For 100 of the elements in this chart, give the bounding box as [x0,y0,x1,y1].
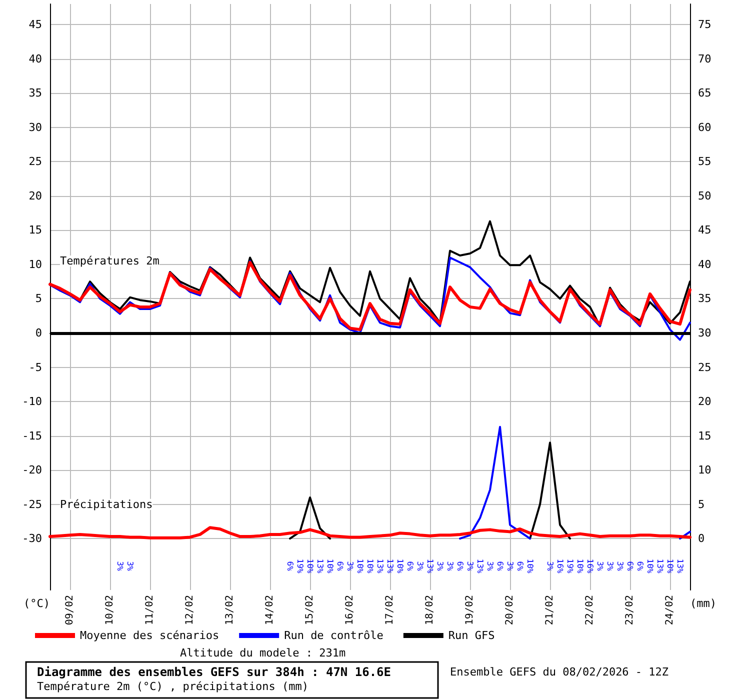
annotation: Précipitations [60,498,153,511]
y-tick-label: 15 [28,224,42,237]
y2-tick-label: 40 [698,258,712,271]
x-tick-label: 15/02 [304,595,316,626]
x-tick-label: 16/02 [344,595,356,626]
y-tick-label: -25 [22,498,42,511]
x-tick-label: 20/02 [504,595,516,626]
annotation: 10% [666,558,674,574]
annotation: 10% [396,558,404,574]
annotation: 3% [436,561,444,572]
y2-tick-label: 5 [698,498,705,511]
y-tick-label: -5 [28,360,42,374]
y-tick-label: -30 [22,532,42,546]
annotation: 3% [446,561,454,572]
y2-tick-label: 35 [698,292,712,306]
y-tick-label: 40 [28,52,42,66]
y2-tick-label: 20 [698,395,712,408]
x-tick-label: 10/02 [104,595,116,626]
annotation: 6% [456,561,464,572]
annotation: 6% [636,561,644,572]
line-series [48,526,692,540]
text: Diagramme des ensembles GEFS sur 384h : 47N 16.6E [37,665,392,679]
annotation: 10% [646,558,654,574]
annotation: 13% [426,558,434,574]
annotation: 19% [296,558,304,574]
x-tick-label: 23/02 [624,595,636,626]
y2-tick-label: 25 [698,360,712,374]
annotation: 10% [326,558,334,574]
annotation: 3% [416,561,424,572]
x-tick-label: 12/02 [184,595,196,626]
y-axis-title: (°C) [24,597,50,610]
text: Ensemble GEFS du 08/02/2026 - 12Z [450,666,669,678]
x-tick-label: 21/02 [544,595,556,626]
annotation: 19% [566,558,574,574]
annotation: 6% [336,561,344,572]
y2-tick-label: 15 [698,429,712,442]
y-tick-label: -20 [22,464,42,477]
text: Température 2m (°C) , précipitations (mm) [37,680,309,693]
y2-tick-label: 75 [698,18,712,32]
x-tick-label: 09/02 [64,595,76,626]
annotation: 6% [516,561,524,572]
y2-tick-label: 60 [698,120,712,134]
annotation: 6% [496,561,504,572]
annotation: 3% [466,561,474,572]
y2-tick-label: 10 [698,464,712,477]
annotation: 6% [406,561,414,572]
x-tick-label: 18/02 [424,595,436,626]
annotation: 6% [626,561,634,572]
annotation: 13% [376,558,384,574]
y2-tick-label: 55 [698,155,712,168]
annotation: 3% [126,561,134,572]
annotation: 13% [476,558,484,574]
x-tick-label: 24/02 [664,595,676,626]
annotation: 10% [576,558,584,574]
annotation: 3% [486,561,494,572]
y-tick-label: 10 [28,258,42,271]
annotation: 16% [556,558,564,574]
annotation: 10% [526,558,534,574]
y-tick-label: 45 [28,18,42,32]
y2-tick-label: 30 [698,326,712,340]
legend-label: Moyenne des scénarios [80,629,220,642]
x-tick-label: 19/02 [464,595,476,626]
annotation: 10% [306,558,314,574]
annotation: Températures 2m [60,254,160,268]
y-tick-label: 5 [35,292,42,306]
y-tick-label: 35 [28,86,42,100]
annotation: 13% [316,558,324,574]
annotation: 3% [346,561,354,572]
y2-axis-title: (mm) [690,597,716,610]
annotation: 3% [506,561,514,572]
x-tick-label: 14/02 [264,595,276,626]
annotation: 3% [606,561,614,572]
x-tick-label: 17/02 [384,595,396,626]
annotation: 13% [386,558,394,574]
text: Altitude du modele : 231m [180,646,346,660]
y2-tick-label: 70 [698,52,712,66]
annotation: 10% [356,558,364,574]
annotation: 16% [586,558,594,574]
y-tick-label: 20 [28,189,42,202]
y-tick-label: 0 [35,326,42,340]
annotation: 3% [546,561,554,572]
annotation: 6% [286,561,294,572]
y-tick-label: -10 [22,395,42,408]
x-tick-label: 22/02 [584,595,596,626]
y2-tick-label: 45 [698,224,712,237]
y2-tick-label: 50 [698,189,712,202]
y-tick-label: 25 [28,155,42,168]
x-tick-label: 11/02 [144,595,156,626]
annotation: 10% [366,558,374,574]
y2-tick-label: 65 [698,86,712,100]
x-tick-label: 13/02 [224,595,236,626]
y-tick-label: -15 [22,429,42,442]
legend-label: Run de contrôle [284,629,384,642]
y-tick-label: 30 [28,120,42,134]
y2-tick-label: 0 [698,532,705,546]
legend-label: Run GFS [448,629,495,642]
annotation: 3% [596,561,604,572]
annotation: 13% [676,558,684,574]
annotation: 3% [616,561,624,572]
annotation: 3% [116,561,124,572]
